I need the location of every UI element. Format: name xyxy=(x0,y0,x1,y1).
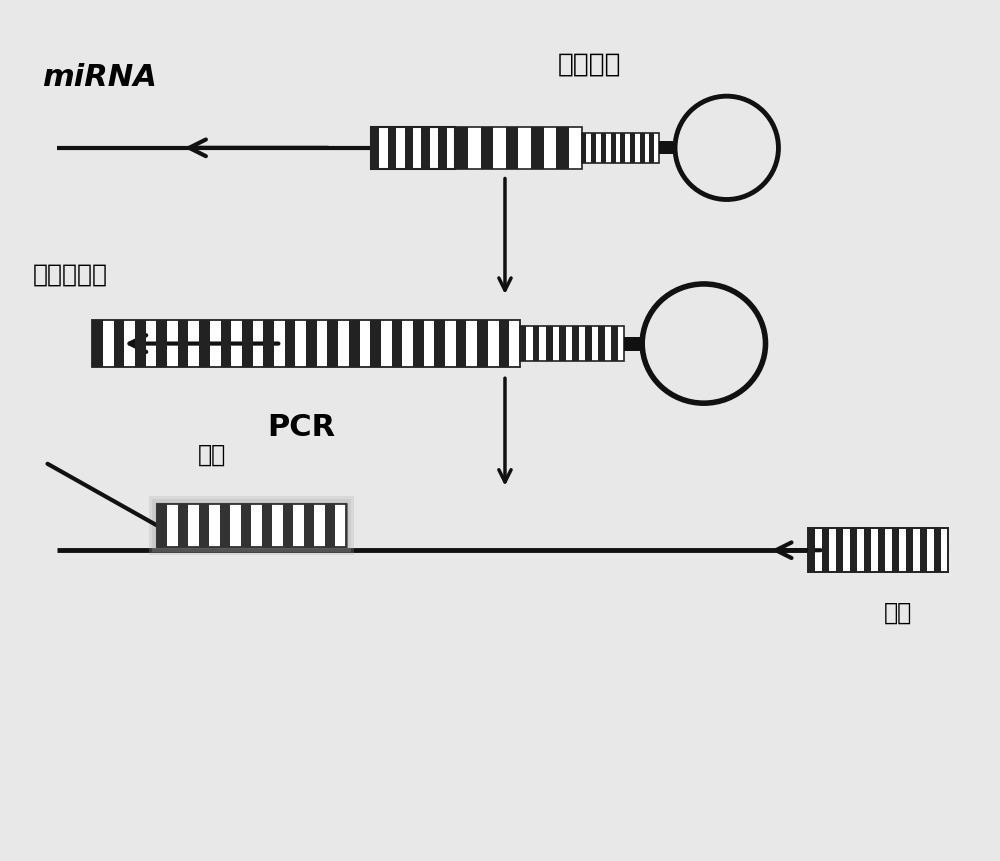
Bar xyxy=(559,327,566,362)
Bar xyxy=(531,127,544,170)
Bar xyxy=(285,320,295,368)
Bar xyxy=(556,127,569,170)
Bar xyxy=(611,327,618,362)
Bar xyxy=(327,320,338,368)
Bar xyxy=(242,320,253,368)
Bar xyxy=(135,320,146,368)
Bar xyxy=(349,320,360,368)
Bar xyxy=(228,504,240,548)
Bar xyxy=(251,504,263,548)
Bar xyxy=(156,320,167,368)
Bar xyxy=(413,320,424,368)
Text: 茎环引物: 茎环引物 xyxy=(558,52,621,77)
Bar xyxy=(456,320,466,368)
Bar xyxy=(808,529,815,573)
Bar xyxy=(572,327,579,362)
Bar xyxy=(199,320,210,368)
Bar xyxy=(506,127,518,170)
Bar xyxy=(481,127,493,170)
Bar xyxy=(808,529,948,573)
Bar xyxy=(388,127,396,170)
Bar xyxy=(263,320,274,368)
Bar xyxy=(920,529,927,573)
Ellipse shape xyxy=(675,97,778,201)
Bar xyxy=(92,320,520,368)
Bar xyxy=(149,496,354,555)
Bar xyxy=(520,327,624,362)
Bar xyxy=(624,338,642,351)
Bar xyxy=(455,127,582,170)
Bar xyxy=(520,327,526,362)
Bar xyxy=(582,133,586,164)
Bar xyxy=(178,320,188,368)
Bar xyxy=(371,127,455,170)
Bar xyxy=(640,133,645,164)
Bar xyxy=(892,529,899,573)
Bar xyxy=(92,320,103,368)
Bar xyxy=(630,133,635,164)
Bar xyxy=(325,504,335,548)
Bar xyxy=(598,327,605,362)
Bar xyxy=(241,504,251,548)
Bar xyxy=(181,504,192,548)
Bar xyxy=(878,529,885,573)
Bar xyxy=(546,327,553,362)
Bar xyxy=(405,127,413,170)
Bar xyxy=(157,504,346,548)
Text: 茎环反转录: 茎环反转录 xyxy=(33,263,108,287)
Bar xyxy=(157,504,346,548)
Bar xyxy=(649,133,654,164)
Bar xyxy=(275,504,287,548)
Bar xyxy=(370,320,381,368)
Text: 上游: 上游 xyxy=(197,443,226,467)
Text: PCR: PCR xyxy=(267,412,335,441)
Text: miRNA: miRNA xyxy=(43,63,157,91)
Bar xyxy=(850,529,857,573)
Bar xyxy=(157,504,169,548)
Bar xyxy=(582,133,659,164)
Bar xyxy=(659,142,675,155)
Bar xyxy=(221,320,231,368)
Bar xyxy=(155,502,348,549)
Bar xyxy=(455,127,468,170)
Bar xyxy=(152,499,351,553)
Bar xyxy=(220,504,230,548)
Bar xyxy=(157,504,346,548)
Bar xyxy=(306,320,317,368)
Bar xyxy=(611,133,616,164)
Bar xyxy=(585,327,592,362)
Bar xyxy=(392,320,402,368)
Bar xyxy=(262,504,272,548)
Bar xyxy=(934,529,941,573)
Bar xyxy=(114,320,124,368)
Bar xyxy=(477,320,488,368)
Bar xyxy=(322,504,334,548)
Bar xyxy=(499,320,509,368)
Bar xyxy=(371,127,379,170)
Bar xyxy=(199,504,209,548)
Bar xyxy=(906,529,913,573)
Bar xyxy=(601,133,606,164)
Bar xyxy=(822,529,829,573)
Text: 下游: 下游 xyxy=(884,600,912,624)
Bar xyxy=(438,127,447,170)
Bar xyxy=(864,529,871,573)
Bar xyxy=(283,504,293,548)
Bar xyxy=(533,327,539,362)
Bar xyxy=(836,529,843,573)
Bar xyxy=(157,504,167,548)
Ellipse shape xyxy=(642,285,766,404)
Bar xyxy=(620,133,625,164)
Bar xyxy=(421,127,430,170)
Bar xyxy=(304,504,314,548)
Bar xyxy=(591,133,596,164)
Bar xyxy=(299,504,310,548)
Bar xyxy=(178,504,188,548)
Bar xyxy=(204,504,216,548)
Bar xyxy=(434,320,445,368)
